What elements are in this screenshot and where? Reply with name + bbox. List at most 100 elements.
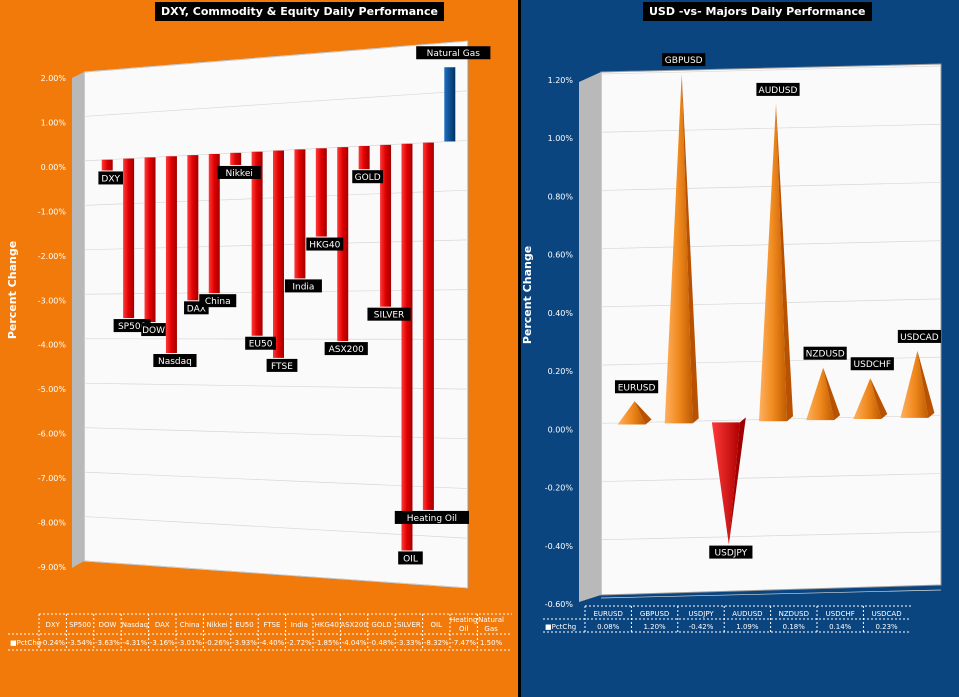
left-table-value: -3.16%	[150, 639, 175, 647]
left-label-nikkei: Nikkei	[217, 165, 261, 179]
right-table-value: 0.14%	[829, 623, 852, 631]
left-table-header: EU50	[235, 621, 253, 629]
left-y-tick: -7.00%	[38, 474, 67, 483]
left-bar-eu50	[251, 151, 263, 336]
left-label-nikkei-bg	[217, 165, 261, 179]
right-label-usdjpy-text: USDJPY	[715, 549, 748, 559]
left-table-header: China	[180, 621, 200, 629]
left-label-china-bg	[199, 294, 237, 308]
right-table-header: USDCHF	[826, 610, 855, 618]
left-table-header: SP500	[69, 621, 91, 629]
right-bar-side-usdcad	[917, 350, 935, 418]
left-table-value: -4.40%	[260, 639, 285, 647]
left-label-silver-bg	[367, 307, 411, 321]
right-label-usdchf-text: USDCHF	[854, 360, 891, 370]
left-side-wall	[72, 72, 84, 568]
left-label-hkg40-text: HKG40	[309, 241, 340, 251]
left-label-india-bg	[284, 279, 322, 293]
left-label-nasdaq-text: Nasdaq	[158, 357, 192, 367]
right-label-usdchf-bg	[850, 357, 894, 371]
right-bar-usdchf	[853, 378, 882, 419]
right-label-usdcad-bg	[897, 329, 942, 343]
right-table-row-label: ■PctChg	[545, 623, 576, 631]
left-bar-dax	[187, 155, 199, 301]
right-table-header: USDCAD	[872, 610, 902, 618]
left-table-value: -0.48%	[369, 639, 394, 647]
left-bar-oil	[401, 143, 413, 551]
right-label-nzdusd-text: NZDUSD	[806, 350, 845, 360]
left-label-ftse-text: FTSE	[271, 362, 293, 372]
left-table-value: -8.32%	[424, 639, 449, 647]
left-label-asx200: ASX200	[324, 342, 368, 356]
right-bar-side-gbpusd	[681, 74, 699, 424]
right-label-gbpusd-bg	[662, 53, 706, 67]
left-label-heating-oil-bg	[394, 510, 469, 524]
left-y-tick: -5.00%	[38, 385, 67, 394]
right-bar-usdjpy	[711, 422, 740, 545]
left-table-header: India	[291, 621, 308, 629]
left-label-oil-bg	[398, 551, 423, 565]
left-table-value: -4.31%	[123, 639, 148, 647]
left-label-natural-gas-bg	[416, 46, 491, 60]
left-bar-hkg40	[315, 148, 327, 237]
left-table-header: ASX200	[340, 621, 367, 629]
left-label-dxy: DXY	[98, 171, 124, 185]
left-bar-gold	[358, 146, 370, 170]
left-table-value: -4.04%	[342, 639, 367, 647]
left-bar-nikkei	[230, 152, 242, 165]
right-bar-eurusd	[617, 401, 646, 425]
left-label-eu50-text: EU50	[249, 340, 273, 350]
right-y-tick: 0.40%	[548, 309, 574, 318]
left-table-header: SILVER	[397, 621, 421, 629]
right-y-tick: -0.40%	[545, 542, 574, 551]
left-y-tick: 0.00%	[41, 163, 67, 172]
left-table-header: GOLD	[371, 621, 391, 629]
right-y-ticks: 1.20% 1.00% 0.80% 0.60% 0.40% 0.20% 0.00% -0.20…	[545, 76, 574, 609]
left-bar-sp500	[123, 158, 135, 319]
left-table-value: 1.50%	[480, 639, 503, 647]
left-label-dow-text: DOW	[142, 326, 165, 336]
left-table-header: DAX	[155, 621, 170, 629]
left-y-tick: -3.00%	[38, 296, 67, 305]
left-bar-silver	[380, 144, 392, 307]
left-y-tick: -2.00%	[38, 252, 67, 261]
right-label-audusd-text: AUDUSD	[759, 86, 798, 96]
left-table-header: OIL	[431, 621, 443, 629]
left-y-tick: -6.00%	[38, 430, 67, 439]
left-table-header: Nasdaq	[122, 621, 148, 629]
left-label-dxy-bg	[98, 171, 124, 185]
right-label-nzdusd: NZDUSD	[803, 346, 847, 360]
left-table-value: -3.33%	[397, 639, 422, 647]
left-label-china: China	[199, 294, 237, 308]
left-y-ticks: 2.00% 1.00% 0.00% -1.00% -2.00% -3.00% -4.00% -…	[38, 74, 67, 572]
left-bar-heating-oil	[422, 142, 434, 510]
left-y-axis-label: Percent Change	[6, 241, 19, 339]
left-table-value: -2.72%	[287, 639, 312, 647]
right-table-value: 0.08%	[597, 623, 620, 631]
left-y-tick: -8.00%	[38, 519, 67, 528]
right-y-tick: 1.00%	[548, 134, 574, 143]
left-label-hkg40-bg	[306, 237, 344, 251]
left-label-oil: OIL	[398, 551, 423, 565]
right-gridline	[600, 65, 942, 75]
left-gridline	[83, 40, 469, 73]
right-y-tick: 0.20%	[548, 367, 574, 376]
left-bar-china	[208, 153, 220, 294]
left-y-tick: -1.00%	[38, 207, 67, 216]
left-label-dax-text: DAX	[187, 304, 206, 314]
right-y-tick: 0.00%	[548, 425, 574, 434]
left-gridline	[83, 90, 469, 117]
left-label-dow-bg	[141, 323, 166, 337]
right-table-header: AUDUSD	[732, 610, 762, 618]
left-bar-natural-gas	[444, 67, 456, 142]
right-y-tick: -0.60%	[545, 600, 574, 609]
right-gridline	[600, 182, 942, 191]
right-table-value: 0.18%	[783, 623, 806, 631]
right-table-header: NZDUSD	[779, 610, 809, 618]
right-gridline	[600, 123, 942, 133]
right-bar-gbpusd	[664, 74, 693, 424]
right-chart-title: USD -vs- Majors Daily Performance	[643, 2, 872, 21]
left-table-value: -3.93%	[232, 639, 257, 647]
right-table-value: 0.23%	[875, 623, 898, 631]
